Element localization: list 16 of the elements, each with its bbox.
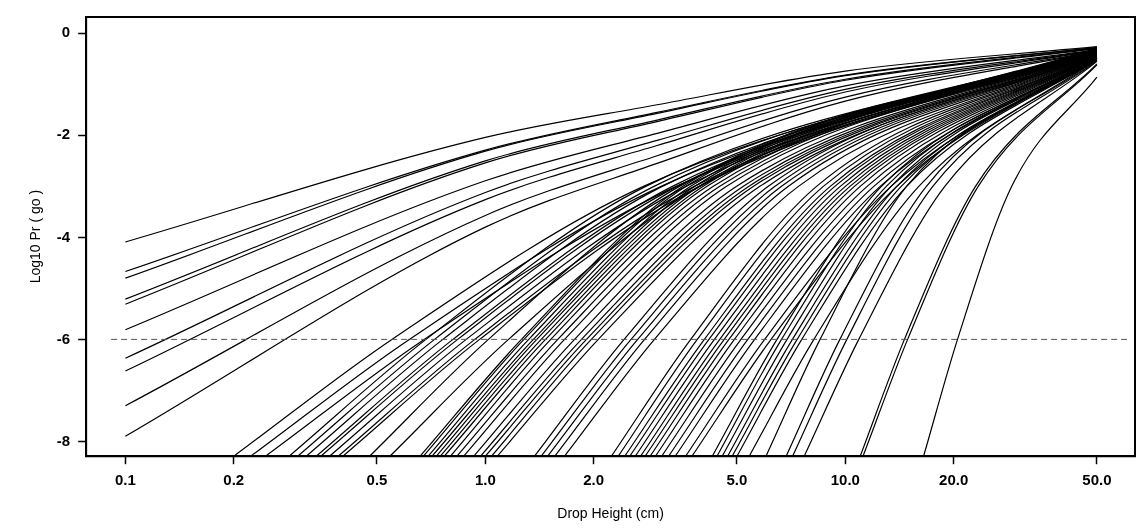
y-tick-label: -6 bbox=[56, 329, 71, 347]
x-tick-label: 0.5 bbox=[366, 471, 388, 489]
y-tick-label: -2 bbox=[56, 125, 71, 143]
x-tick-label: 5.0 bbox=[726, 471, 748, 489]
x-tick-label: 20.0 bbox=[939, 471, 969, 489]
x-tick-label: 0.1 bbox=[114, 471, 136, 489]
x-tick-label: 50.0 bbox=[1082, 471, 1112, 489]
x-tick-label: 10.0 bbox=[830, 471, 860, 489]
x-axis-title: Drop Height (cm) bbox=[557, 505, 664, 522]
x-tick-label: 0.2 bbox=[223, 471, 245, 489]
y-tick-label: 0 bbox=[61, 23, 71, 41]
y-axis-title: Log10 Pr ( go ) bbox=[27, 189, 44, 284]
x-tick-label: 1.0 bbox=[474, 471, 496, 489]
y-tick-label: -4 bbox=[56, 227, 71, 245]
y-tick-label: -8 bbox=[56, 431, 71, 449]
x-tick-label: 2.0 bbox=[583, 471, 605, 489]
